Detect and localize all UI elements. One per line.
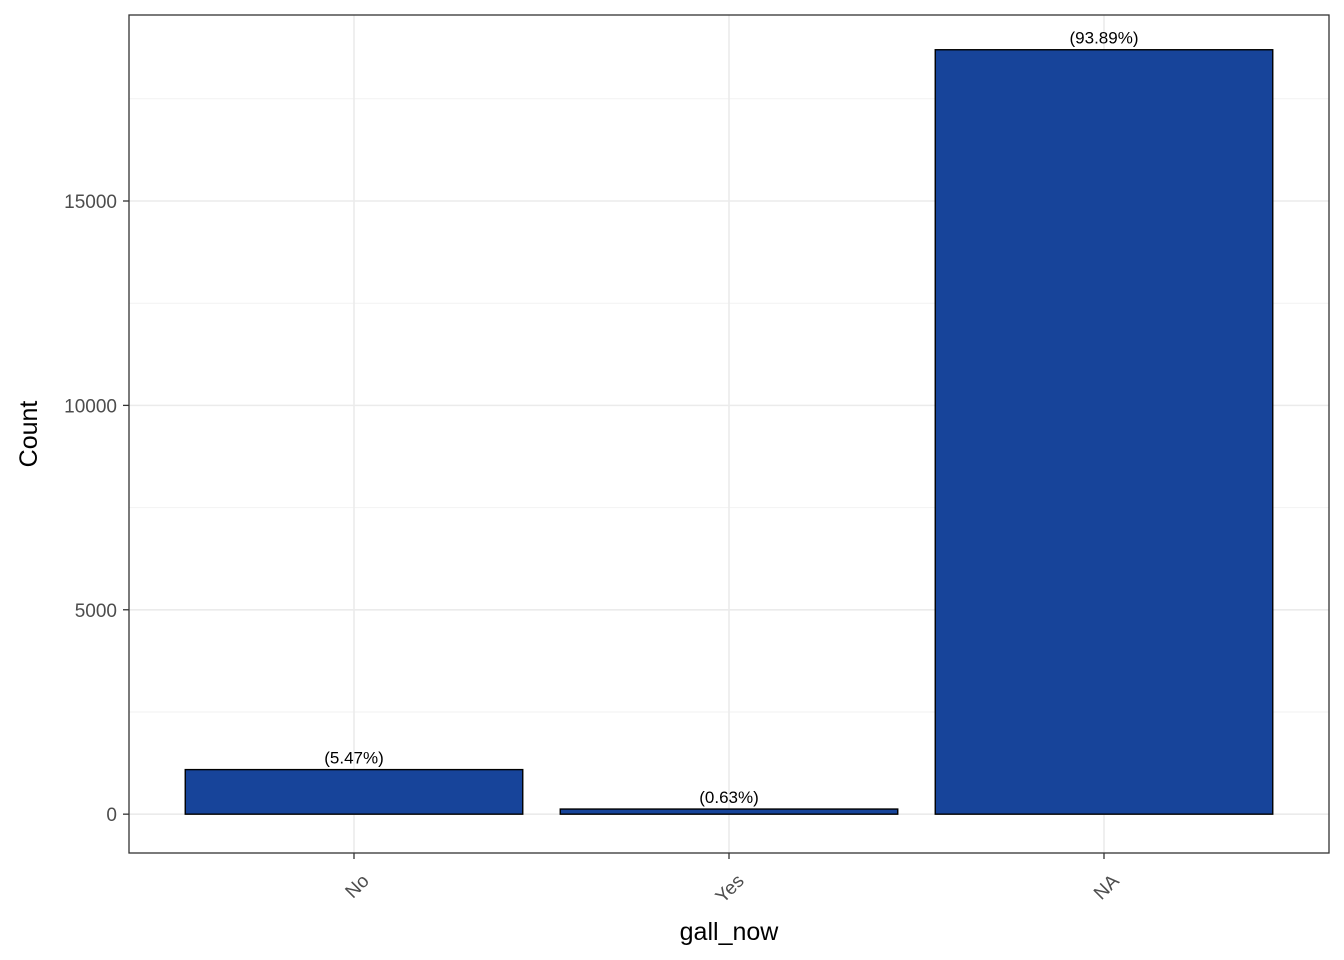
y-tick-label: 10000 <box>64 396 117 417</box>
y-axis-ticks: 0 5000 10000 15000 <box>64 192 129 826</box>
y-axis-title: Count <box>15 401 43 468</box>
y-tick-label: 5000 <box>75 601 117 622</box>
bar-na <box>934 49 1274 815</box>
bar-value-label: (93.89%) <box>1070 29 1139 48</box>
x-tick-label: Yes <box>712 871 749 908</box>
bars <box>184 49 1274 815</box>
y-tick-label: 15000 <box>64 192 117 213</box>
x-axis-ticks: No Yes NA <box>342 853 1124 908</box>
bar-value-label: (5.47%) <box>324 749 384 768</box>
x-tick-label: NA <box>1090 871 1124 905</box>
x-tick-label: No <box>342 871 374 903</box>
bar-value-label: (0.63%) <box>699 788 759 807</box>
y-tick-label: 0 <box>106 805 117 826</box>
x-axis-title: gall_now <box>680 918 780 946</box>
bar-value-labels: (5.47%) (0.63%) (93.89%) <box>324 29 1138 807</box>
bar-no <box>184 768 524 815</box>
bar-yes <box>559 808 899 815</box>
